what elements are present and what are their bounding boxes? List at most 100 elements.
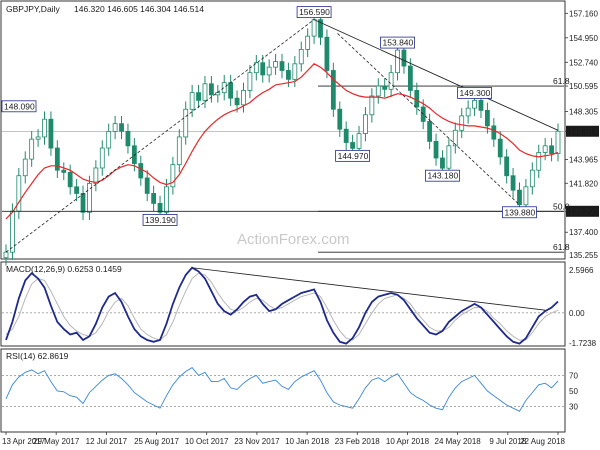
candle-body: [260, 62, 266, 76]
price-annotation-label: 153.840: [383, 38, 414, 48]
candle-body: [311, 19, 317, 37]
watermark: ActionForex.com: [237, 231, 350, 248]
candle-body: [241, 90, 246, 106]
price-annotation-label: 139.880: [504, 207, 535, 217]
candle-body: [369, 95, 375, 116]
candle-body: [119, 123, 124, 132]
candle-body: [93, 167, 99, 184]
candle-body: [253, 62, 259, 74]
last-price-tag: [566, 125, 599, 137]
price-annotation-label: 139.190: [145, 215, 176, 225]
candle-body: [555, 130, 561, 154]
candle-body: [478, 99, 484, 111]
price-y-tick-label: 139.290: [569, 207, 598, 216]
candle-body: [151, 193, 157, 204]
candle-body: [131, 145, 137, 164]
candle-body: [106, 131, 112, 149]
price-y-bottom-label: 135.255: [569, 251, 598, 260]
price-y-tick-label: 141.820: [569, 179, 598, 188]
macd-y-tick-label: 0.00: [569, 309, 585, 318]
falling-trendline: [313, 19, 559, 131]
candle-body: [465, 107, 471, 117]
candle-body: [337, 108, 343, 130]
chart-symbol: GBPJPY,Daily: [6, 4, 60, 14]
candle-body: [504, 156, 510, 177]
candle-body: [491, 125, 497, 140]
candle-body: [375, 85, 381, 97]
support-price-tag: [566, 205, 599, 217]
price-y-tick-label: 150.595: [569, 82, 598, 91]
candle-body: [67, 172, 73, 188]
macd-trendline: [192, 267, 546, 311]
candle-body: [549, 145, 554, 154]
price-y-tick-label: 148.305: [569, 107, 598, 116]
x-tick-label: 10 Jan 2018: [285, 437, 330, 446]
price-annotation-box: [1, 100, 37, 113]
rsi-title: RSI(14) 62.8619: [6, 351, 69, 361]
candle-body: [440, 157, 445, 169]
x-tick-label: 22 Aug 2018: [520, 437, 565, 446]
macd-line: [5, 266, 559, 345]
x-tick-label: 9 Jul 2018: [489, 437, 526, 446]
candle-body: [3, 251, 9, 259]
x-tick-label: 23 Feb 2018: [335, 437, 380, 446]
candle-body: [356, 133, 362, 149]
candle-body: [10, 210, 15, 253]
x-tick-label: 23 Nov 2017: [234, 437, 280, 446]
candle-body: [208, 83, 214, 96]
candle-body: [16, 175, 22, 212]
x-tick-label: 10 Oct 2017: [185, 437, 229, 446]
fib-label: 61.8: [553, 242, 570, 252]
candle-body: [29, 138, 35, 160]
price-annotation-box: [142, 214, 178, 226]
price-panel-frame: [0, 0, 566, 260]
candle-body: [523, 186, 529, 206]
candle-body: [363, 114, 368, 135]
price-annotation-box: [502, 206, 537, 219]
fib-label: 61.8: [553, 76, 570, 86]
candle-body: [324, 36, 330, 71]
price-annotation-box: [335, 149, 371, 162]
candle-body: [144, 177, 150, 194]
candle-body: [286, 70, 291, 80]
candle-body: [157, 203, 163, 213]
x-tick-label: 13 Apr 2017: [2, 437, 46, 446]
falling-channel-line: [337, 33, 520, 206]
candle-body: [138, 163, 144, 179]
candle-body: [330, 70, 336, 110]
candle-body: [452, 129, 458, 147]
candle-body: [176, 136, 182, 166]
candle-body: [87, 183, 92, 213]
price-y-tick-label: 146.514: [569, 127, 598, 136]
candle-body: [279, 61, 285, 71]
candle-body: [401, 49, 407, 67]
fib-label: 50.0: [553, 201, 570, 211]
price-annotation-label: 144.970: [338, 151, 369, 161]
candle-body: [484, 109, 490, 127]
price-annotation-box: [425, 169, 460, 182]
candle-body: [427, 121, 433, 142]
candle-body: [266, 66, 272, 76]
candle-body: [395, 49, 400, 74]
macd-y-tick-label: -1.7238: [569, 339, 597, 348]
candle-body: [215, 92, 221, 96]
price-annotation-box: [380, 36, 415, 49]
candle-body: [125, 131, 131, 147]
candle-body: [170, 164, 176, 188]
price-layer: 61.8 50.0 61.8 156.590 153.840 149.300 144.970…: [1, 6, 570, 266]
macd-layer: [2, 266, 564, 345]
candle-body: [234, 97, 240, 106]
x-tick-label: 29 May 2017: [33, 437, 80, 446]
candle-body: [517, 189, 522, 206]
price-y-tick-label: 154.950: [569, 34, 598, 43]
candle-body: [54, 147, 60, 171]
candle-body: [459, 115, 465, 131]
rsi-layer: [2, 367, 564, 412]
candle-body: [196, 92, 201, 101]
candle-body: [305, 35, 311, 50]
candle-body: [80, 193, 86, 213]
rising-channel-line: [5, 19, 315, 253]
candle-body: [35, 136, 41, 140]
price-y-tick-label: 152.740: [569, 58, 598, 67]
rsi-panel-frame: [0, 348, 566, 433]
